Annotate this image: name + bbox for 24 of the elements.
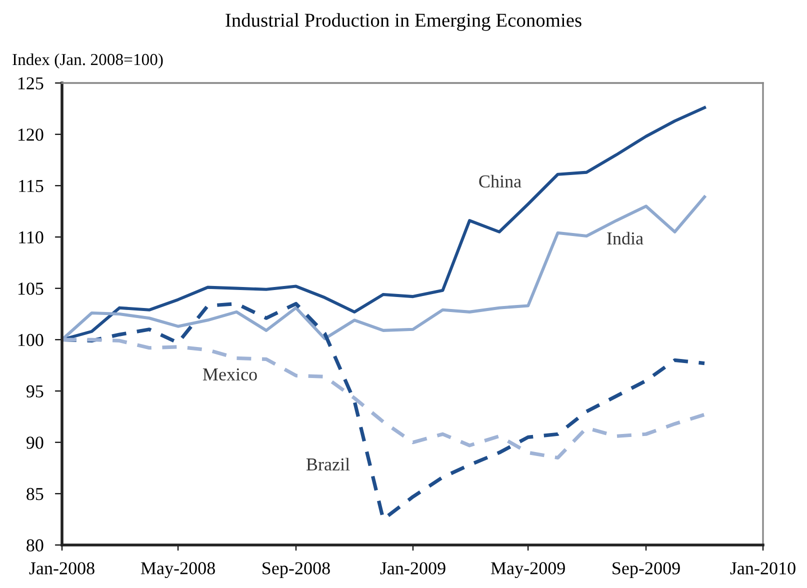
y-tick-label: 90 bbox=[26, 436, 44, 449]
y-axis-title: Index (Jan. 2008=100) bbox=[12, 53, 163, 69]
x-tick-label: Sep-2009 bbox=[612, 562, 680, 578]
y-tick-label: 85 bbox=[26, 488, 44, 500]
series-label: China bbox=[479, 174, 522, 188]
x-tick-label: Sep-2008 bbox=[262, 562, 330, 578]
y-tick-label: 95 bbox=[26, 385, 44, 398]
series-label: India bbox=[607, 232, 644, 245]
x-tick-label: Jan-2008 bbox=[29, 562, 94, 574]
x-tick-label: Jan-2010 bbox=[730, 562, 796, 574]
y-tick-label: 125 bbox=[18, 77, 44, 90]
x-tick-label: Jan-2009 bbox=[380, 562, 446, 574]
y-tick-label: 120 bbox=[18, 128, 44, 141]
y-tick-label: 105 bbox=[18, 282, 44, 295]
series-label: Mexico bbox=[202, 368, 257, 381]
series-label: Brazil bbox=[306, 458, 350, 471]
chart-title: Industrial Production in Emerging Economies bbox=[226, 13, 582, 31]
y-tick-label: 110 bbox=[19, 231, 44, 244]
line-series bbox=[62, 195, 706, 342]
y-tick-label: 80 bbox=[26, 539, 44, 552]
x-tick-label: May-2009 bbox=[490, 562, 565, 578]
x-tick-label: May-2008 bbox=[140, 562, 215, 578]
y-tick-label: 115 bbox=[19, 180, 44, 192]
y-tick-label: 100 bbox=[18, 334, 44, 346]
